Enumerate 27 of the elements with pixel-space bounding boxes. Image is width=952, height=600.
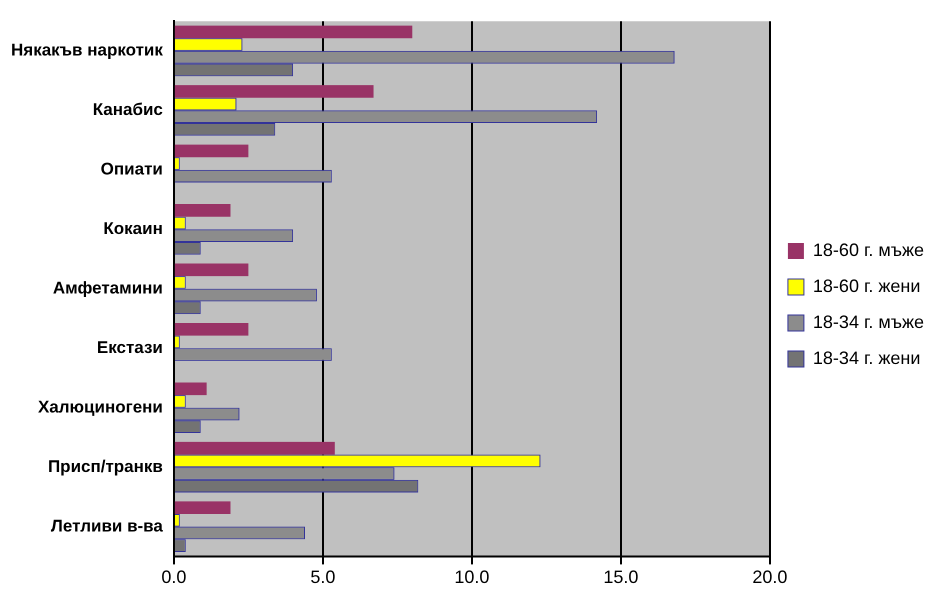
bar (174, 322, 248, 336)
x-tick-label: 0.0 (161, 567, 186, 588)
bar (174, 382, 207, 396)
y-tick-label: Екстази (96, 338, 163, 357)
bar (174, 85, 374, 98)
legend-label: 18-34 г. мъже (812, 312, 924, 332)
bar (174, 26, 412, 38)
y-tick-label: Кокаин (103, 219, 163, 238)
bar (174, 501, 230, 514)
bar (174, 204, 230, 217)
y-tick-label: Опиати (100, 160, 163, 179)
bar (174, 264, 248, 276)
legend-label: 18-34 г. жени (812, 348, 920, 368)
y-tick-label: Амфетамини (52, 278, 163, 298)
bar (174, 442, 335, 455)
y-tick-label: Някакъв наркотик (10, 40, 164, 60)
legend-label: 18-60 г. жени (812, 276, 920, 296)
x-tick-label: 5.0 (310, 567, 336, 588)
legend-label: 18-60 г. мъже (812, 240, 924, 260)
y-tick-label: Присп/транкв (48, 456, 163, 476)
x-tick-label: 20.0 (752, 567, 788, 588)
bar (174, 144, 248, 158)
x-tick-label: 15.0 (603, 567, 638, 588)
x-tick-label: 10.0 (454, 567, 490, 588)
y-tick-label: Канабис (92, 100, 163, 120)
y-tick-label: Летливи в-ва (50, 516, 164, 536)
y-tick-label: Халюциногени (38, 397, 163, 416)
